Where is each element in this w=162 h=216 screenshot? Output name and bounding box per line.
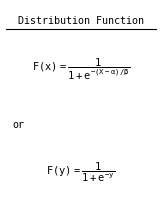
Text: Distribution Function: Distribution Function: [18, 16, 144, 26]
Text: $\mathtt{F(y)=\dfrac{1}{1+e^{-y}}}$: $\mathtt{F(y)=\dfrac{1}{1+e^{-y}}}$: [46, 160, 116, 184]
Text: or: or: [13, 120, 25, 130]
Text: $\mathtt{F(x)=\dfrac{1}{1+e^{-(X-\alpha)/\beta}}}$: $\mathtt{F(x)=\dfrac{1}{1+e^{-(X-\alpha)…: [32, 57, 130, 82]
